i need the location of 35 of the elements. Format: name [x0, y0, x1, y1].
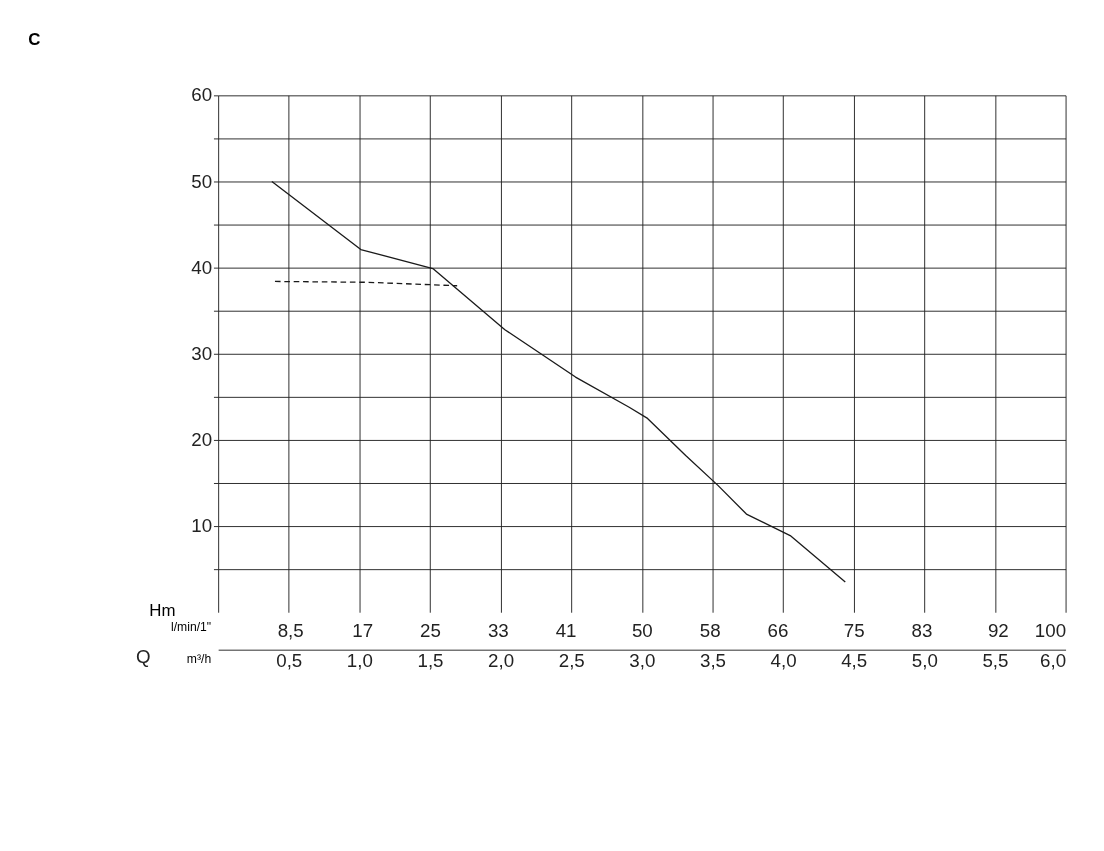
x-tick-label: 4,0 — [770, 650, 797, 672]
x2-tick-label: 83 — [911, 620, 933, 642]
x2-tick-label: 75 — [843, 620, 865, 642]
y-tick-label: 20 — [191, 429, 213, 451]
x-axis-title: m³/h — [186, 652, 212, 667]
x-tick-label: 5,0 — [911, 650, 938, 672]
text: Q — [135, 645, 151, 667]
x-tick-label: 1,0 — [346, 650, 373, 672]
x-tick-label: 5,5 — [982, 650, 1009, 672]
x2-tick-label: 33 — [487, 620, 509, 642]
y-axis-title: Hm — [149, 601, 176, 621]
x2-tick-label: 66 — [767, 620, 789, 642]
x2-tick-label: 100 — [1034, 620, 1067, 642]
y-tick-label: 10 — [191, 515, 213, 537]
y-tick-label: 60 — [191, 84, 213, 106]
x-tick-label: 3,0 — [629, 650, 656, 672]
y-tick-label: 40 — [191, 256, 213, 278]
x2-axis-title: l/min/1" — [171, 620, 212, 635]
x-tick-label: 2,5 — [558, 650, 585, 672]
text: C — [28, 29, 41, 49]
x-tick-label: 2,0 — [488, 650, 515, 672]
x-tick-label: 3,5 — [699, 650, 726, 672]
x2-tick-label: 41 — [555, 620, 577, 642]
x2-tick-label: 92 — [987, 620, 1009, 642]
x2-tick-label: 17 — [352, 620, 374, 642]
x2-tick-label: 58 — [699, 620, 721, 642]
x-tick-label: 1,5 — [417, 650, 444, 672]
y-tick-label: 50 — [191, 170, 213, 192]
x-tick-label: 0,5 — [276, 650, 303, 672]
x2-tick-label: 50 — [631, 620, 653, 642]
y-tick-label: 30 — [191, 342, 213, 364]
x-tick-label: 6,0 — [1040, 650, 1067, 672]
x2-tick-label: 8,5 — [277, 620, 304, 642]
x-tick-label: 4,5 — [841, 650, 868, 672]
x2-tick-label: 25 — [420, 620, 441, 642]
